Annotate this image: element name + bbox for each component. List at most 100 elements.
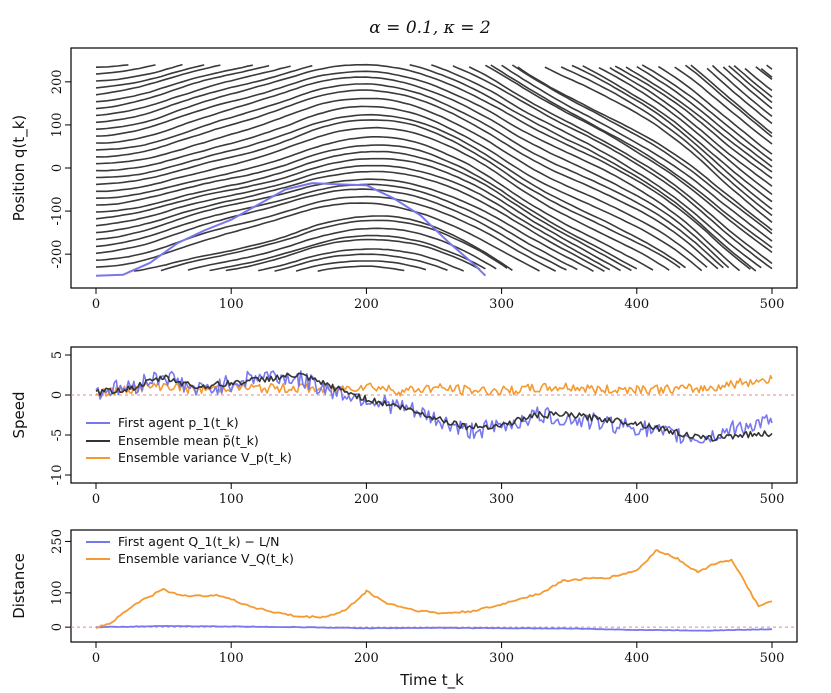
agent-trajectory — [225, 238, 481, 272]
x-tick-label: 200 — [354, 651, 379, 666]
agent-trajectory — [95, 113, 686, 269]
y-tick-label: -200 — [50, 240, 65, 269]
y-tick-label: 5 — [50, 351, 65, 359]
agent-trajectory — [95, 64, 205, 89]
agent-trajectory — [95, 195, 557, 272]
agent-trajectory — [95, 65, 291, 117]
agent-trajectory — [95, 164, 611, 271]
agent-trajectory — [636, 66, 773, 168]
speed-ensemble-mean-line — [95, 372, 773, 442]
agent-trajectory — [95, 188, 567, 271]
speed-axes: 0 100 200 300 400 500 -10 -5 0 5 — [50, 351, 784, 507]
y-tick-label: -5 — [50, 429, 65, 442]
agent-trajectory — [95, 105, 703, 272]
agent-trajectory — [728, 65, 773, 104]
x-tick-label: 0 — [92, 651, 100, 666]
agent-trajectory — [317, 265, 405, 272]
agent-trajectory — [485, 64, 773, 254]
x-tick-label: 300 — [489, 492, 514, 507]
agent-trajectory — [641, 64, 773, 162]
agent-trajectory — [625, 66, 773, 173]
agent-trajectory — [657, 65, 773, 155]
agent-trajectory — [674, 66, 773, 145]
speed-ensemble-variance-line — [95, 374, 773, 398]
x-tick-label: 200 — [354, 492, 379, 507]
x-tick-label: 500 — [760, 297, 785, 312]
distance-series — [95, 549, 773, 632]
agent-trajectory — [187, 227, 497, 271]
x-tick-label: 0 — [92, 297, 100, 312]
agent-trajectory — [582, 65, 773, 203]
y-tick-label: -10 — [50, 465, 65, 486]
y-tick-label: 0 — [50, 623, 65, 631]
agent-trajectory — [95, 63, 183, 82]
agent-trajectory — [544, 66, 773, 224]
agent-trajectory — [95, 170, 605, 272]
y-tick-label: 0 — [50, 391, 65, 399]
agent-trajectory — [95, 64, 313, 124]
agent-trajectory — [95, 89, 719, 270]
agent-trajectory — [95, 64, 156, 75]
position-axes: 0 100 200 300 400 500 -200 -100 0 100 200 — [50, 69, 784, 312]
agent-trajectory — [490, 64, 773, 249]
speed-legend-label-mean: Ensemble mean p̄(t_k) — [118, 433, 259, 448]
agent-trajectory — [95, 144, 638, 270]
agent-trajectory — [760, 67, 773, 78]
position-ylabel: Position q(t_k) — [10, 115, 29, 221]
agent-trajectory — [511, 64, 773, 235]
agent-trajectory — [95, 70, 741, 272]
agent-trajectory — [95, 202, 540, 272]
x-tick-label: 400 — [624, 297, 649, 312]
x-tick-label: 400 — [624, 492, 649, 507]
y-tick-label: 100 — [50, 580, 65, 605]
x-tick-label: 100 — [219, 297, 244, 312]
agent-trajectory — [722, 66, 773, 110]
agent-trajectory — [95, 119, 681, 269]
agent-trajectory — [95, 64, 221, 96]
agent-trajectory — [614, 65, 773, 179]
x-tick-label: 200 — [354, 297, 379, 312]
agent-trajectory — [744, 67, 773, 92]
figure-title: α = 0.1, κ = 2 — [369, 18, 490, 38]
distance-ensemble-variance-line — [95, 549, 773, 629]
distance-legend-label-agent: First agent Q_1(t_k) − L/N — [118, 534, 280, 549]
agent-trajectory — [755, 66, 773, 81]
x-tick-label: 300 — [489, 297, 514, 312]
agent-trajectory — [766, 64, 773, 70]
speed-legend-label-variance: Ensemble variance V_p(t_k) — [118, 450, 292, 465]
agent-trajectory — [258, 248, 465, 272]
agent-trajectory — [160, 219, 508, 272]
agent-trajectory — [95, 136, 654, 271]
y-tick-label: -100 — [50, 196, 65, 225]
speed-ylabel: Speed — [10, 391, 28, 438]
agent-trajectory — [95, 63, 751, 270]
distance-axes: 0 100 200 300 400 500 0 100 250 — [50, 529, 784, 666]
agent-trajectory — [517, 66, 773, 231]
agent-trajectory — [95, 64, 129, 68]
y-tick-label: 100 — [50, 113, 65, 138]
y-tick-label: 200 — [50, 69, 65, 94]
agent-trajectory — [501, 64, 773, 242]
position-first-agent — [95, 182, 487, 277]
agent-trajectory — [706, 67, 773, 125]
distance-legend-label-variance: Ensemble variance V_Q(t_k) — [118, 551, 294, 566]
distance-first-agent-line — [96, 625, 773, 632]
distance-ylabel: Distance — [10, 553, 28, 619]
x-tick-label: 100 — [219, 492, 244, 507]
agent-trajectory — [409, 64, 757, 272]
agent-trajectory — [468, 66, 773, 265]
agent-trajectory — [95, 76, 730, 269]
agent-trajectory — [95, 83, 724, 269]
x-tick-label: 300 — [489, 651, 514, 666]
agent-trajectory — [733, 64, 773, 98]
agent-trajectory — [598, 66, 773, 196]
agent-trajectory — [571, 64, 773, 210]
distance-legend: First agent Q_1(t_k) − L/N Ensemble vari… — [86, 534, 294, 566]
agent-trajectory — [711, 64, 773, 118]
agent-trajectory — [95, 157, 622, 272]
x-tick-label: 100 — [219, 651, 244, 666]
agent-trajectory — [209, 234, 486, 272]
speed-series — [95, 370, 773, 444]
agent-trajectory — [274, 253, 448, 272]
